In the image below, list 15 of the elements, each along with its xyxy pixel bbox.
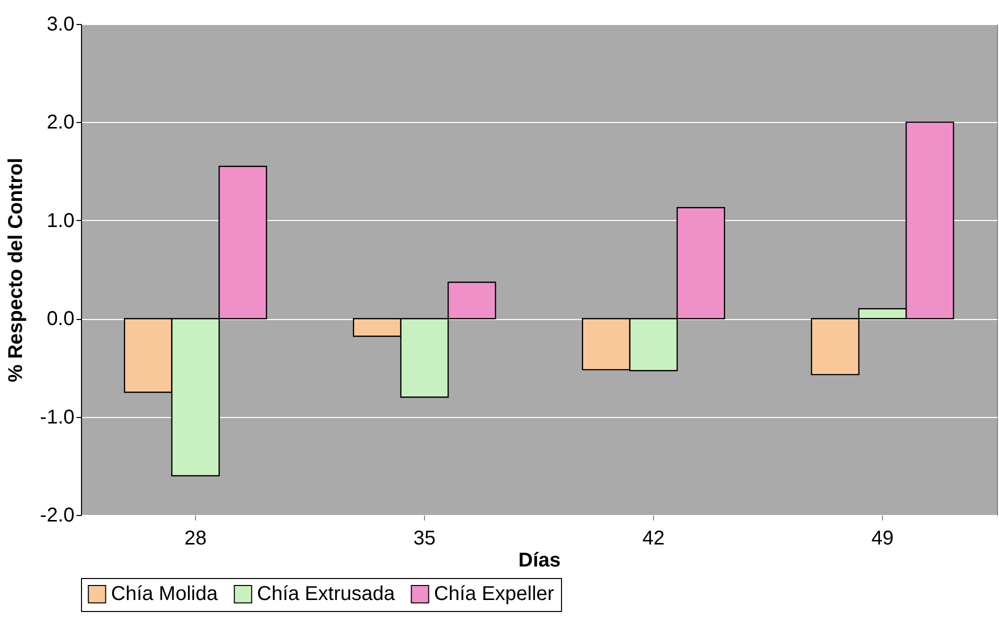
x-tick-label: 49 bbox=[871, 528, 894, 550]
x-tick-label: 42 bbox=[642, 528, 665, 550]
y-tick-label: 0.0 bbox=[46, 308, 74, 330]
legend-label: Chía Molida bbox=[111, 583, 219, 606]
x-axis-title: Días bbox=[518, 550, 561, 572]
y-axis-title: % Respecto del Control bbox=[5, 158, 28, 382]
x-tick-label: 35 bbox=[413, 528, 436, 550]
y-tick-label: 3.0 bbox=[46, 14, 74, 36]
y-tick-label: 1.0 bbox=[46, 210, 74, 232]
y-tick-label: -1.0 bbox=[40, 406, 74, 428]
y-tick-label: 2.0 bbox=[46, 112, 74, 134]
legend-label: Chía Expeller bbox=[434, 583, 554, 606]
y-tick-label: -2.0 bbox=[40, 504, 74, 526]
legend-label: Chía Extrusada bbox=[257, 583, 396, 606]
x-tick-label: 28 bbox=[184, 528, 207, 550]
